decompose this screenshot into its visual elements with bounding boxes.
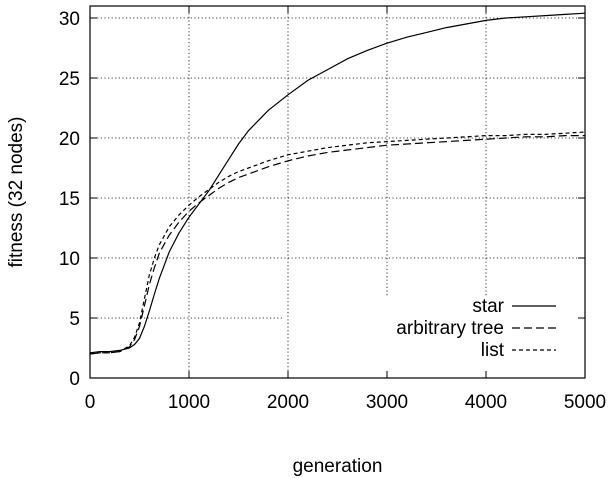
series-line-arbitrary-tree (89, 135, 585, 355)
x-tick-label: 4000 (465, 392, 507, 413)
y-tick-label: 5 (69, 309, 80, 330)
legend-label: arbitrary tree (396, 318, 504, 339)
legend-label: list (481, 340, 505, 361)
series-lines (89, 12, 586, 355)
y-axis-label: fitness (32 nodes) (6, 116, 27, 267)
y-tick-label: 30 (59, 9, 80, 30)
x-tick-label: 0 (85, 392, 96, 413)
x-axis-label: generation (293, 456, 383, 477)
y-tick-label: 20 (59, 129, 80, 150)
y-tick-label: 25 (59, 69, 80, 90)
y-tick-label: 15 (59, 189, 80, 210)
series-line-list (89, 131, 586, 355)
x-tick-label: 3000 (366, 392, 408, 413)
grid (90, 6, 585, 378)
y-tick-label: 10 (59, 249, 80, 270)
legend-label: star (472, 296, 504, 317)
plot-frame (89, 5, 586, 379)
series-line-star (89, 12, 586, 354)
x-tick-label: 5000 (564, 392, 606, 413)
axis-ticks: 0 1000 2000 3000 4000 5000 0 5 10 15 20 25 30 (59, 6, 606, 413)
y-tick-label: 0 (69, 369, 80, 390)
x-tick-label: 2000 (267, 392, 309, 413)
x-tick-label: 1000 (168, 392, 210, 413)
